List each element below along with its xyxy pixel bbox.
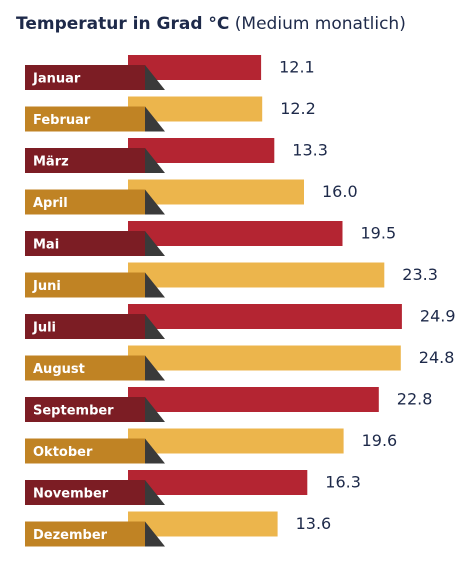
month-label-bg bbox=[25, 438, 145, 464]
month-label-bg bbox=[25, 272, 145, 298]
month-label: Oktober bbox=[33, 445, 93, 460]
bar-fold bbox=[145, 438, 165, 464]
value-label: 19.5 bbox=[361, 224, 397, 243]
month-label-bg bbox=[25, 397, 145, 422]
month-label: Januar bbox=[32, 72, 81, 87]
month-label: Februar bbox=[33, 113, 91, 128]
bar-row: September 22.8 bbox=[25, 387, 432, 422]
bar-fold bbox=[145, 521, 165, 547]
chart-title: Temperatur in Grad °C (Medium monatlich) bbox=[16, 14, 406, 34]
chart-title-main: Temperatur in Grad °C bbox=[16, 14, 230, 34]
month-label-bg bbox=[25, 521, 145, 547]
month-label-bg bbox=[25, 106, 145, 132]
bar-fold bbox=[145, 148, 165, 173]
bar bbox=[128, 345, 401, 371]
month-label: November bbox=[33, 487, 109, 502]
bar-fold bbox=[145, 231, 165, 256]
value-label: 12.1 bbox=[279, 58, 315, 77]
bar-row: November 16.3 bbox=[25, 470, 361, 505]
bar bbox=[128, 304, 402, 329]
bar-fold bbox=[145, 189, 165, 215]
value-label: 16.0 bbox=[322, 182, 358, 201]
value-label: 12.2 bbox=[280, 99, 316, 118]
month-label: Juli bbox=[32, 321, 56, 336]
month-label-bg bbox=[25, 65, 145, 90]
month-label: April bbox=[33, 196, 68, 211]
bar-row: April 16.0 bbox=[25, 179, 358, 215]
bar-fold bbox=[145, 314, 165, 339]
bar-row: März 13.3 bbox=[25, 138, 328, 173]
bar-fold bbox=[145, 480, 165, 505]
bar bbox=[128, 179, 304, 205]
bar-row: Januar 12.1 bbox=[25, 55, 315, 90]
value-label: 16.3 bbox=[325, 473, 361, 492]
value-label: 19.6 bbox=[362, 431, 398, 450]
value-label: 22.8 bbox=[397, 390, 433, 409]
month-label: September bbox=[33, 404, 114, 419]
bar-fold bbox=[145, 106, 165, 132]
bar bbox=[128, 387, 379, 412]
value-label: 23.3 bbox=[402, 265, 438, 284]
bar-fold bbox=[145, 355, 165, 381]
month-label: Mai bbox=[33, 238, 59, 253]
month-label: August bbox=[33, 362, 85, 377]
month-label-bg bbox=[25, 355, 145, 381]
bar bbox=[128, 428, 344, 454]
bar-row: Juni 23.3 bbox=[25, 262, 438, 298]
value-label: 24.8 bbox=[419, 348, 455, 367]
month-label-bg bbox=[25, 189, 145, 215]
bar bbox=[128, 221, 343, 246]
bar-row: Juli 24.9 bbox=[25, 304, 456, 339]
chart-title-sub: (Medium monatlich) bbox=[234, 14, 406, 34]
bar-row: Mai 19.5 bbox=[25, 221, 396, 256]
month-label-bg bbox=[25, 231, 145, 256]
bar-row: August 24.8 bbox=[25, 345, 455, 381]
bar-row: Februar 12.2 bbox=[25, 96, 316, 132]
bar bbox=[128, 262, 385, 288]
bar-fold bbox=[145, 397, 165, 422]
bar-fold bbox=[145, 272, 165, 298]
value-label: 24.9 bbox=[420, 307, 456, 326]
bar-row: Oktober 19.6 bbox=[25, 428, 398, 464]
bar-fold bbox=[145, 65, 165, 90]
month-label: Dezember bbox=[33, 528, 108, 543]
month-label-bg bbox=[25, 480, 145, 505]
value-label: 13.3 bbox=[292, 141, 328, 160]
bar bbox=[128, 470, 308, 495]
value-label: 13.6 bbox=[296, 514, 332, 533]
month-label-bg bbox=[25, 148, 145, 173]
month-label: März bbox=[33, 155, 69, 170]
month-label: Juni bbox=[32, 279, 61, 294]
bar-row: Dezember 13.6 bbox=[25, 511, 332, 547]
month-label-bg bbox=[25, 314, 145, 339]
